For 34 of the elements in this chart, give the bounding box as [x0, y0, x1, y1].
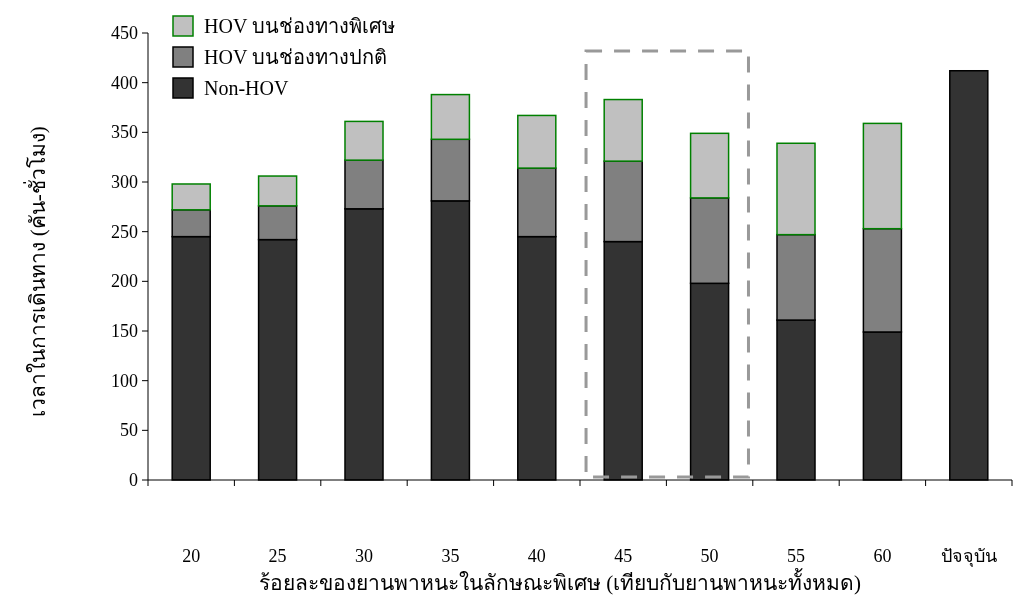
bar	[517, 114, 557, 169]
y-tick-label: 100	[111, 370, 138, 391]
x-tick-label: 25	[268, 546, 287, 566]
y-tick-label: 50	[120, 420, 138, 441]
y-tick-label: 400	[111, 72, 138, 93]
bar	[862, 122, 903, 230]
x-tick-label: 55	[787, 546, 805, 566]
y-tick-label: 450	[111, 23, 138, 43]
y-tick-label: 0	[129, 470, 138, 490]
bar	[344, 120, 384, 161]
y-tick-label: 300	[111, 172, 138, 192]
bar	[171, 183, 211, 211]
bar	[430, 93, 471, 141]
y-tick-label: 250	[111, 221, 138, 242]
bar	[689, 132, 730, 199]
y-tick-label: 350	[111, 122, 138, 143]
x-tick-label: 30	[355, 546, 373, 566]
x-tick-label: 20	[182, 546, 201, 566]
bar	[257, 175, 298, 207]
x-tick-label: 60	[873, 546, 892, 566]
x-tick-label: ปัจจุบัน	[940, 546, 997, 567]
x-axis-title: ร้อยละของยานพาหนะในลักษณะพิเศษ (เทียบกับยานพาหนะทั้งหมด)	[258, 568, 862, 595]
y-axis-title: เวลาในการเดินทาง (คัน-ชั่วโมง)	[23, 126, 50, 417]
legend-label: HOV บนช่องทางปกติ	[204, 46, 387, 68]
x-tick-label: 50	[700, 546, 719, 566]
y-tick-label: 150	[111, 321, 138, 341]
legend-label: HOV บนช่องทางพิเศษ	[204, 15, 395, 37]
bar	[776, 142, 816, 236]
x-tick-label: 35	[441, 546, 460, 566]
legend-label: Non-HOV	[204, 77, 289, 99]
x-tick-label: 45	[614, 546, 633, 566]
y-tick-label: 200	[111, 271, 138, 292]
x-tick-label: 40	[527, 546, 546, 566]
bar	[603, 98, 643, 162]
